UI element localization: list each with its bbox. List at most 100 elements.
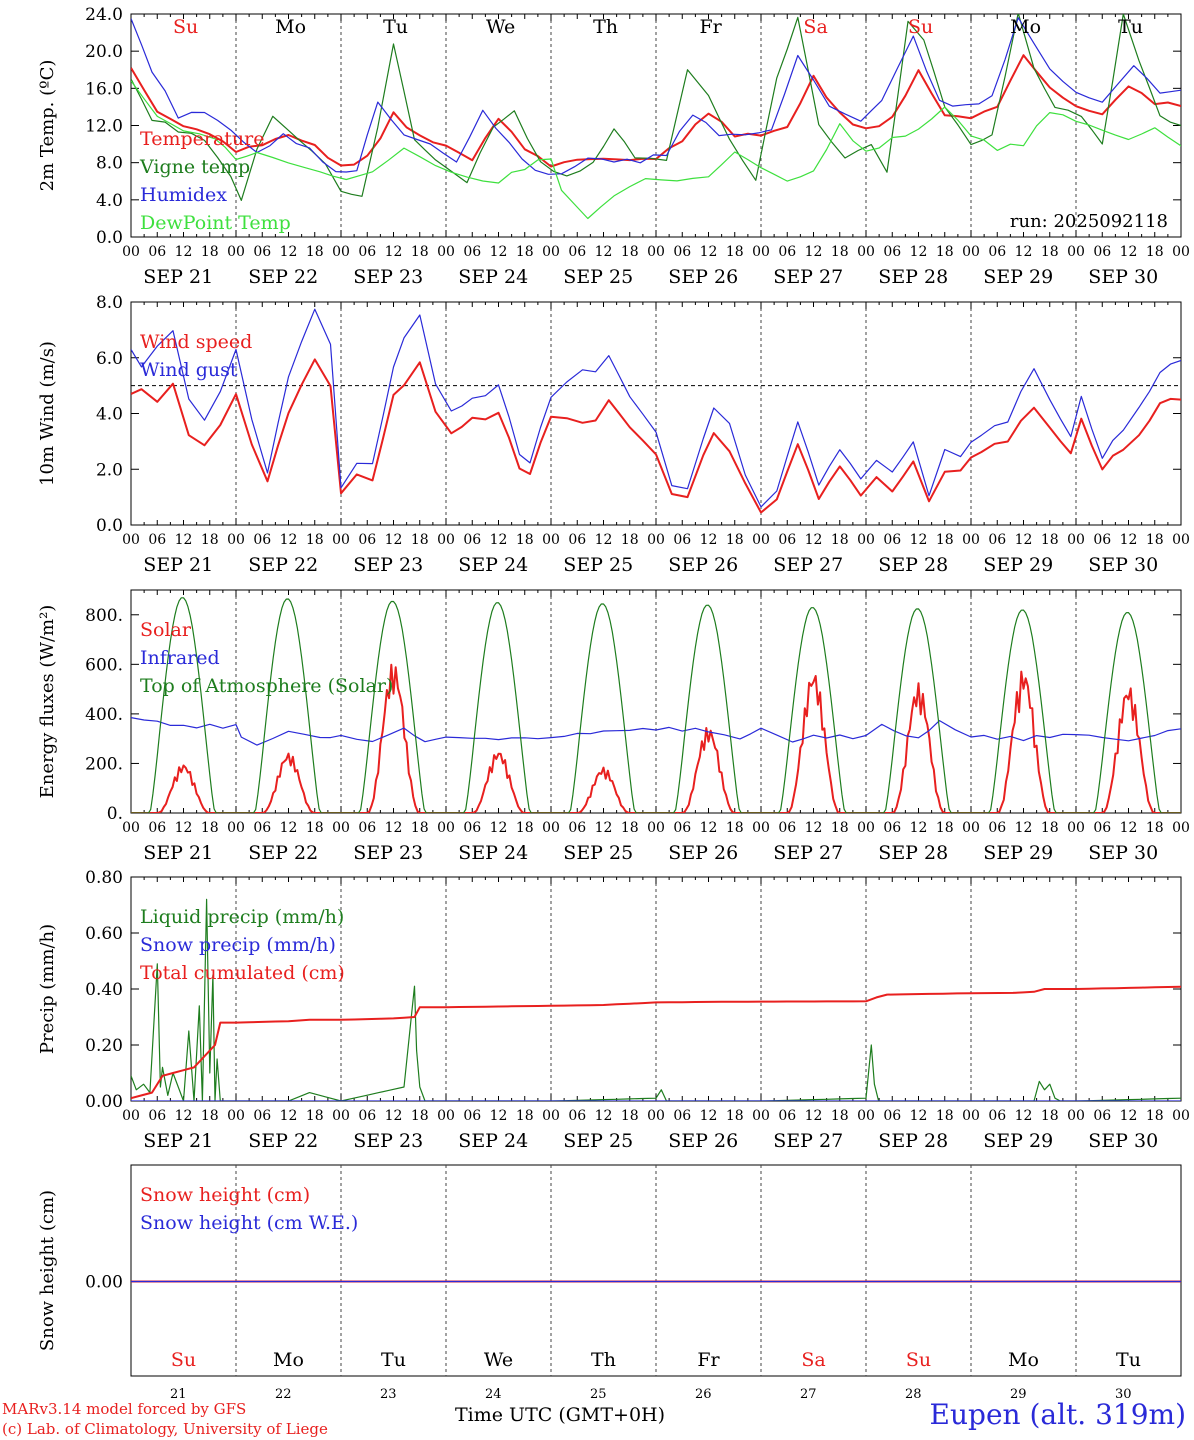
x-hour-label: 12 (595, 532, 613, 548)
x-hour-label: 00 (227, 244, 245, 260)
x-hour-label: 06 (673, 820, 691, 836)
x-hour-label: 12 (700, 244, 718, 260)
x-hour-label: 00 (752, 1108, 770, 1124)
panel-4: 0.00 0.20 0.40 0.60 0.80 Precip (mm/h) 00 06 12 1… (37, 868, 1190, 1152)
y-tick-label: 0.0 (96, 516, 123, 536)
legend-entry: Temperature (140, 128, 264, 150)
x-date-label: SEP 29 (983, 1130, 1053, 1152)
weekday-label: Fr (699, 16, 722, 38)
x-hour-label: 18 (621, 244, 639, 260)
x-hour-label: 18 (201, 820, 219, 836)
x-date-label: SEP 25 (563, 554, 633, 576)
x-hour-label: 18 (831, 1108, 849, 1124)
x-date-label: SEP 26 (668, 1130, 738, 1152)
x-hour-label: 06 (1093, 1108, 1111, 1124)
x-date-label: SEP 24 (458, 266, 528, 288)
x-date-label: SEP 27 (773, 842, 843, 864)
x-hour-label: 18 (201, 1108, 219, 1124)
y-axis-title: Precip (mm/h) (37, 924, 58, 1054)
x-hour-label: 18 (306, 1108, 324, 1124)
x-hour-label: 00 (542, 244, 560, 260)
x-hour-label: 18 (831, 532, 849, 548)
panel-2: 0.0 2.0 4.0 6.0 8.0 10m Wind (m/s) 00 06 12 18 SEP… (37, 293, 1190, 576)
x-hour-label: 00 (1172, 820, 1190, 836)
x-hour-label: 00 (647, 1108, 665, 1124)
x-date-label: SEP 21 (143, 1130, 213, 1152)
series-line (131, 17, 1181, 175)
panel-1: 0.0 4.0 8.0 12.0 16.0 20.0 24.0 2m Temp. (ºC) 00… (37, 5, 1190, 288)
y-tick-label: 12.0 (85, 117, 123, 137)
series-line (131, 358, 1181, 514)
x-date-label: SEP 28 (878, 554, 948, 576)
x-hour-label: 06 (988, 244, 1006, 260)
y-axis-title: Snow height (cm) (37, 1190, 58, 1351)
series-group (131, 898, 1181, 1101)
x-hour-label: 00 (752, 244, 770, 260)
legend-entry: Snow precip (mm/h) (140, 934, 336, 956)
x-hour-label: 12 (595, 244, 613, 260)
x-date-label: SEP 27 (773, 266, 843, 288)
x-hour-label: 00 (752, 820, 770, 836)
x-hour-label: 12 (805, 532, 823, 548)
x-hour-label: 12 (490, 820, 508, 836)
x-hour-label: 12 (700, 532, 718, 548)
x-hour-label: 18 (936, 1108, 954, 1124)
x-hour-label: 12 (490, 1108, 508, 1124)
plot-frame (130, 589, 1182, 814)
x-hour-label: 12 (700, 820, 718, 836)
x-hour-label: 00 (647, 244, 665, 260)
x-hour-label: 00 (542, 1108, 560, 1124)
x-hour-label: 06 (988, 820, 1006, 836)
x-hour-label: 18 (726, 1108, 744, 1124)
x-hour-label: 18 (726, 532, 744, 548)
series-group (131, 597, 1181, 813)
x-hour-label: 12 (385, 244, 403, 260)
x-date-label: SEP 27 (773, 1130, 843, 1152)
x-date-label: SEP 30 (1088, 554, 1158, 576)
series-line (131, 717, 1181, 746)
x-date-label: SEP 24 (458, 842, 528, 864)
y-tick-label: 16.0 (85, 79, 123, 99)
legend-entry: DewPoint Temp (140, 212, 291, 234)
x-hour-label: 00 (122, 244, 140, 260)
x-hour-label: 00 (857, 820, 875, 836)
x-hour-label: 06 (148, 1108, 166, 1124)
x-hour-label: 00 (122, 820, 140, 836)
x-hour-label: 06 (358, 1108, 376, 1124)
x-date-label: SEP 23 (353, 554, 423, 576)
x-hour-label: 12 (1120, 820, 1138, 836)
x-date-label: SEP 28 (878, 842, 948, 864)
x-hour-label: 12 (595, 1108, 613, 1124)
x-hour-label: 18 (936, 532, 954, 548)
x-hour-label: 06 (463, 244, 481, 260)
y-tick-label: 0.0 (96, 228, 123, 248)
x-hour-label: 18 (936, 244, 954, 260)
x-hour-label: 06 (253, 532, 271, 548)
weekday-label: Mo (1008, 1349, 1039, 1371)
x-hour-label: 12 (280, 820, 298, 836)
x-date-label: SEP 25 (563, 1130, 633, 1152)
x-day-number: 21 (170, 1387, 187, 1402)
x-hour-label: 00 (1067, 1108, 1085, 1124)
legend-entry: Liquid precip (mm/h) (140, 906, 344, 928)
legend-entry: Humidex (140, 184, 227, 206)
x-hour-label: 18 (936, 820, 954, 836)
y-tick-label: 4.0 (96, 191, 123, 211)
x-hour-label: 06 (463, 1108, 481, 1124)
x-hour-label: 12 (1120, 244, 1138, 260)
weekday-label: Mo (1010, 16, 1041, 38)
x-hour-label: 00 (962, 1108, 980, 1124)
x-hour-label: 06 (778, 532, 796, 548)
weekday-label: Th (593, 16, 618, 38)
x-day-number: 29 (1010, 1387, 1027, 1402)
x-hour-label: 18 (306, 820, 324, 836)
x-day-number: 26 (695, 1387, 712, 1402)
legend-entry: Wind gust (140, 359, 238, 381)
x-hour-label: 06 (778, 244, 796, 260)
x-day-number: 24 (485, 1387, 502, 1402)
x-hour-label: 18 (516, 820, 534, 836)
x-date-label: SEP 22 (248, 1130, 318, 1152)
panel-3: 0. 200. 400. 600. 800. Energy fluxes (W/m²) 00… (37, 589, 1190, 864)
x-hour-label: 00 (962, 244, 980, 260)
